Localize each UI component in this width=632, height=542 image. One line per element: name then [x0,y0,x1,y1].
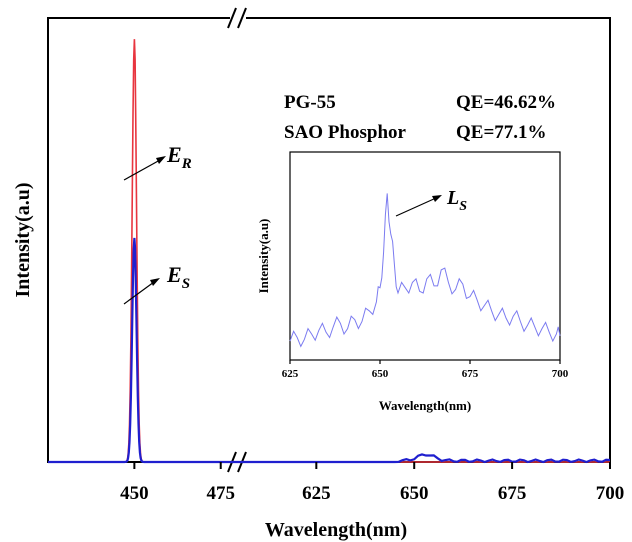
inset-x-axis-title: Wavelength(nm) [379,398,471,413]
svg-text:ES: ES [166,262,190,292]
annotation-ls: LS [395,187,467,217]
x-tick-label: 700 [596,483,625,504]
x-axis-break-top [227,7,247,29]
x-tick-label: 675 [498,483,527,504]
inset-series-group [289,193,561,348]
qe-row-2-value: QE=77.1% [456,122,547,143]
qe-table: PG-55 QE=46.62% SAO Phosphor QE=77.1% [284,92,556,143]
main-series-group [48,39,611,464]
inset-x-tick-label: 625 [282,368,299,380]
main-x-ticks: 450 475 625 650 675 700 [120,462,624,504]
qe-row-1-value: QE=46.62% [456,92,556,113]
series-line-es-right [238,453,611,464]
annotation-er: ER [123,142,192,181]
x-tick-label: 450 [120,483,149,504]
x-tick-label: 475 [206,483,235,504]
qe-row-2-name: SAO Phosphor [284,122,407,143]
x-axis-title: Wavelength(nm) [265,519,407,541]
series-line-er [48,39,238,463]
series-line-es [48,237,238,464]
x-tick-label: 650 [400,483,429,504]
inset-x-ticks: 625 650 675 700 [282,360,569,380]
inset-series-line-ls [289,193,561,348]
inset-x-tick-label: 675 [462,368,479,380]
inset-y-axis-title: Intensity(a.u) [256,219,271,294]
annotation-ls-sub: S [459,199,467,214]
annotation-er-sub: R [181,156,192,172]
y-axis-title: Intensity(a.u) [12,182,34,297]
x-tick-label: 625 [302,483,331,504]
inset-plot: 625 650 675 700 Wavelength(nm) Intensity(a.… [256,151,569,413]
qe-row-1-name: PG-55 [284,92,336,113]
annotation-es: ES [123,262,190,305]
annotation-ls-main: L [446,187,459,209]
svg-text:LS: LS [446,187,467,214]
inset-x-tick-label: 700 [552,368,569,380]
inset-frame [289,151,561,361]
inset-x-tick-label: 650 [372,368,389,380]
annotation-es-sub: S [182,276,190,292]
annotation-er-main: E [166,142,182,167]
annotation-es-main: E [166,262,182,287]
svg-text:ER: ER [166,142,192,172]
